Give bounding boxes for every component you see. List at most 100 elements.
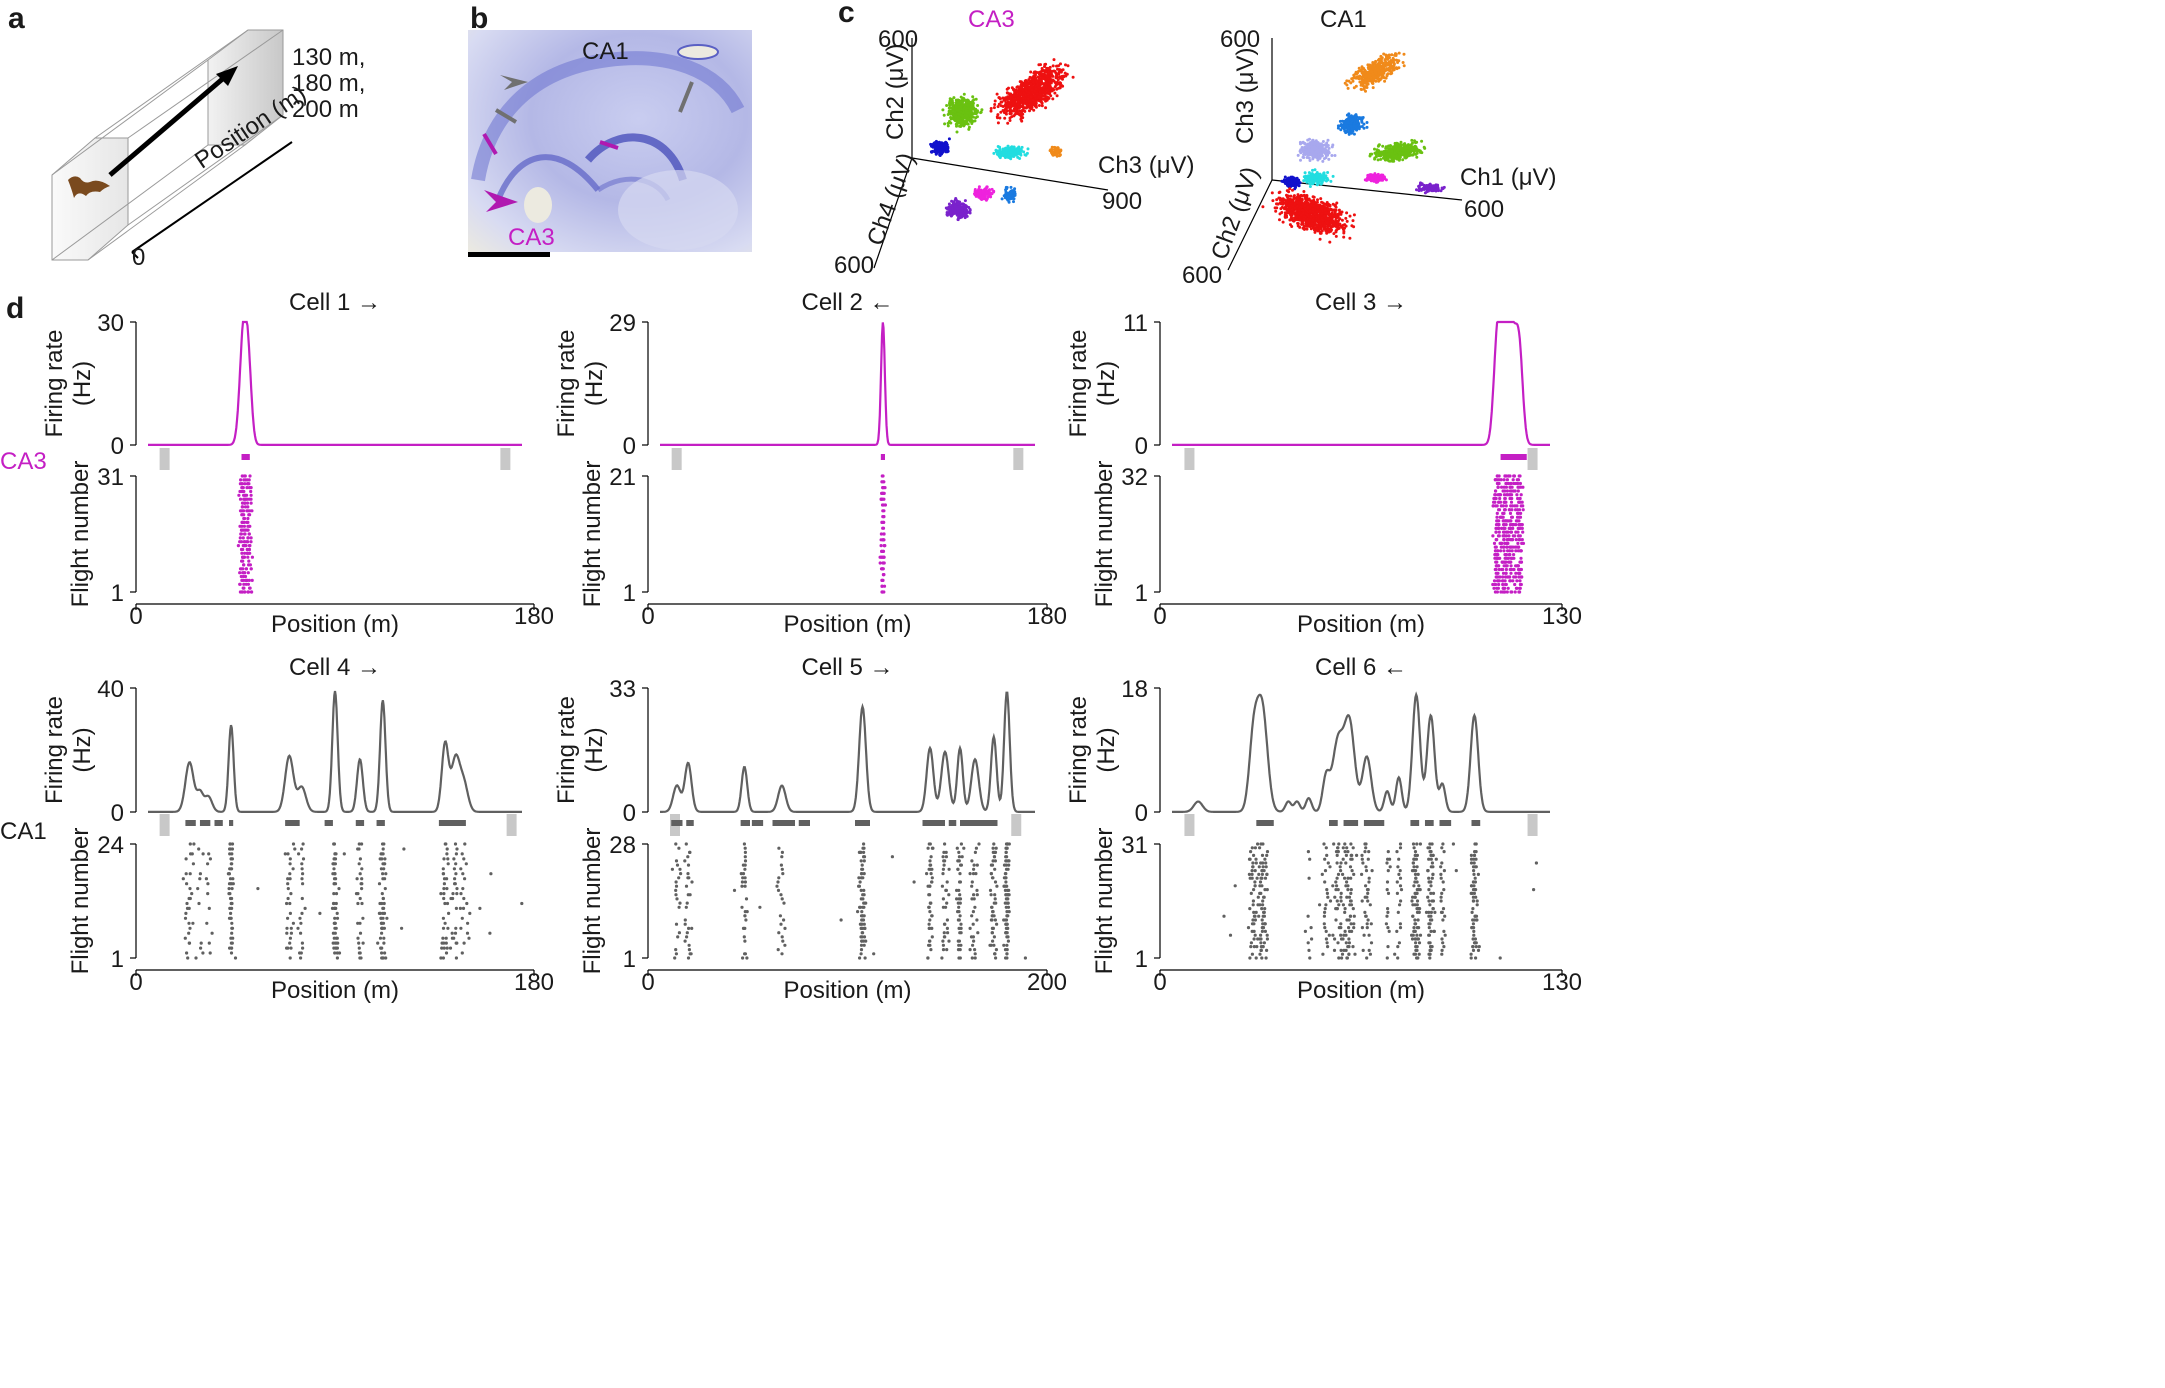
rate-y-tick-label: 30	[97, 310, 124, 337]
end-marker	[1527, 448, 1538, 470]
place-field-bar	[241, 454, 250, 460]
raster-y-tick-label: 1	[1135, 580, 1148, 607]
place-field-bar	[1363, 820, 1385, 826]
rate-y-label: Firing rate	[553, 329, 580, 437]
raster-y-label: Flight number	[67, 828, 94, 975]
rate-y-unit: (Hz)	[69, 727, 96, 772]
cell-title: Cell 3 →	[1315, 289, 1407, 316]
place-field-bar	[1471, 820, 1481, 826]
firing-rate-curve	[148, 320, 522, 446]
place-field-bar	[740, 820, 750, 826]
end-marker	[671, 448, 682, 470]
raster-y-label: Flight number	[579, 828, 606, 975]
position-x-label: Position (m)	[271, 611, 399, 638]
raster-y-tick-label: 24	[97, 832, 124, 859]
place-field-bar	[324, 820, 333, 826]
cluster-purple	[944, 197, 972, 222]
rate-y-tick-label: 0	[623, 800, 636, 827]
end-marker	[1184, 814, 1195, 836]
cluster-purple	[1415, 181, 1446, 195]
cluster-lavender	[1296, 137, 1337, 163]
rate-y-tick-label: 0	[1135, 433, 1148, 460]
panel-letter-a: a	[8, 2, 25, 35]
rate-y-tick-label: 0	[1135, 800, 1148, 827]
firing-rate-curve	[660, 322, 1035, 446]
raster-y-tick-label: 1	[623, 946, 636, 973]
place-field-bar	[185, 820, 196, 826]
end-marker	[159, 448, 170, 470]
panel-letter-d: d	[6, 292, 25, 325]
cluster-red	[1261, 187, 1356, 244]
cluster-magenta	[1363, 172, 1388, 184]
cluster-cyan	[992, 144, 1030, 161]
raster-y-tick-label: 1	[623, 580, 636, 607]
row-label-ca1: CA1	[0, 818, 47, 845]
position-x-label: Position (m)	[271, 977, 399, 1004]
cell-2-panel	[660, 322, 1035, 594]
label-ca1-histology: CA1	[582, 38, 629, 65]
spike-raster	[1222, 842, 1538, 960]
cell-6-panel	[1172, 691, 1550, 960]
raster-y-tick-label: 32	[1121, 464, 1148, 491]
cluster-ca1-xtick: 600	[1464, 196, 1505, 223]
cluster-ca1-ztick: 600	[1182, 262, 1223, 289]
cluster-orange	[1048, 145, 1063, 158]
place-field-bar	[1343, 820, 1359, 826]
end-marker	[1011, 814, 1022, 836]
place-field-bar	[855, 820, 870, 826]
cluster-axis	[1271, 179, 1463, 201]
cluster-magenta	[973, 185, 996, 202]
tunnel-length-1: 130 m,	[292, 44, 366, 71]
firing-rate-curve	[660, 691, 1035, 813]
position-x-tick-label: 0	[1153, 603, 1166, 630]
end-marker	[506, 814, 517, 836]
position-x-tick-label: 180	[514, 969, 554, 996]
position-x-tick-label: 200	[1027, 969, 1067, 996]
rate-y-label: Firing rate	[41, 329, 68, 437]
rate-y-tick-label: 29	[609, 310, 636, 337]
cluster-skyblue	[1000, 185, 1017, 204]
firing-rate-curve	[1172, 691, 1550, 813]
raster-y-tick-label: 31	[1121, 832, 1148, 859]
cell-title: Cell 1 →	[289, 289, 381, 316]
cell-1-panel	[148, 320, 522, 594]
place-field-bar	[922, 820, 945, 826]
place-field-bar	[1329, 820, 1338, 826]
place-field-bar	[229, 820, 234, 826]
cluster-axis	[911, 157, 1109, 191]
firing-rate-curve	[1172, 320, 1550, 446]
cluster-blue	[929, 137, 951, 157]
position-x-tick-label: 180	[514, 603, 554, 630]
position-x-tick-label: 0	[641, 603, 654, 630]
tunnel-origin-label: 0	[132, 244, 146, 271]
cluster-blue	[1336, 112, 1369, 136]
cell-title: Cell 4 →	[289, 654, 381, 681]
place-field-bar	[285, 820, 300, 826]
cluster-ca1-xlabel: Ch1 (μV)	[1460, 164, 1557, 191]
rate-y-unit: (Hz)	[581, 361, 608, 406]
end-marker	[500, 448, 511, 470]
cell-5-panel	[660, 691, 1035, 960]
spike-raster	[236, 474, 254, 594]
place-field-bar	[671, 820, 683, 826]
place-field-bar	[948, 820, 957, 826]
cluster-ca1-title: CA1	[1320, 6, 1367, 33]
place-field-bar	[880, 454, 885, 460]
cluster-ca3-xtick: 900	[1102, 188, 1143, 215]
place-field-bar	[975, 820, 998, 826]
rate-y-unit: (Hz)	[69, 361, 96, 406]
row-label-ca3: CA3	[0, 448, 47, 475]
histology-image	[468, 30, 752, 252]
cluster-axis	[873, 157, 913, 269]
position-x-tick-label: 180	[1027, 603, 1067, 630]
raster-y-label: Flight number	[1091, 461, 1118, 608]
raster-y-label: Flight number	[1091, 828, 1118, 975]
raster-y-tick-label: 21	[609, 464, 636, 491]
place-field-bar	[772, 820, 795, 826]
cluster-navy	[1280, 175, 1302, 191]
place-field-bar	[751, 820, 764, 826]
position-x-tick-label: 0	[1153, 969, 1166, 996]
spike-raster	[1491, 474, 1526, 594]
place-field-bar	[686, 820, 694, 826]
